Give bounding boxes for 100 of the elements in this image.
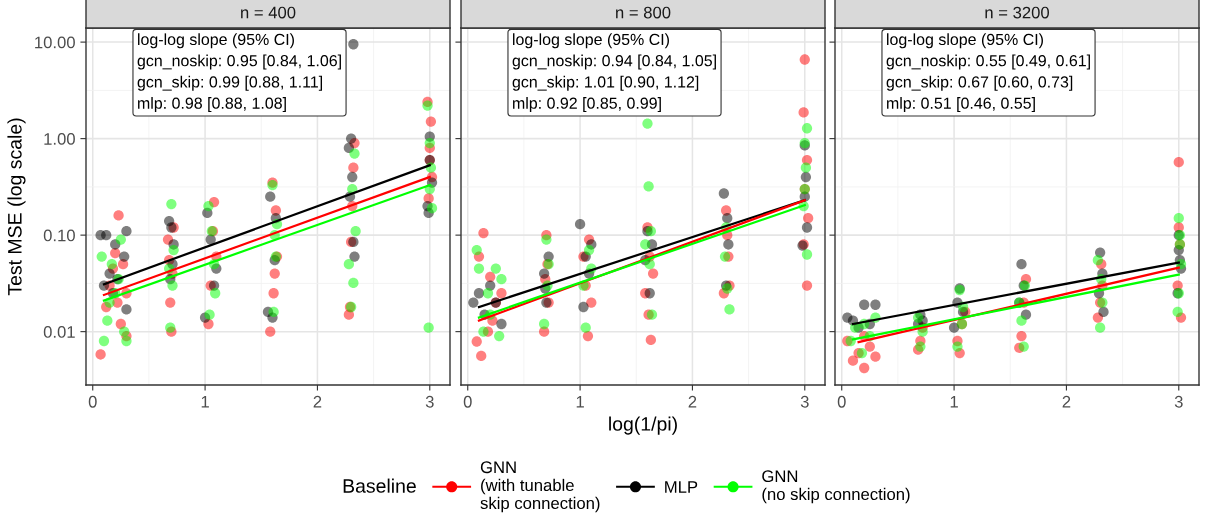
point (801, 123, 813, 134)
point (856, 347, 868, 359)
annotation: log-log slope (95% CI) gcn_noskip: 0.55 [0.49, 0.61] gcn_skip: 0.67 [0.60, 0.73] mlp: 0.51 [0.46, 0.55] (886, 33, 1090, 113)
point (349, 251, 360, 262)
point (643, 181, 654, 192)
point (115, 234, 126, 245)
point (719, 251, 731, 262)
point (101, 229, 112, 241)
point (268, 288, 279, 299)
point (478, 227, 489, 239)
y-tick-label: 1.00 (44, 133, 75, 145)
legend-label: GNN (with tunable skip connection) (480, 461, 600, 513)
point (870, 299, 881, 310)
point (948, 322, 960, 333)
chart-title: n = 400 (241, 6, 296, 19)
point (1173, 212, 1184, 224)
point (119, 251, 130, 262)
point (95, 349, 106, 360)
point (119, 326, 130, 337)
point (583, 244, 595, 256)
point (798, 107, 809, 118)
legend-label: MLP (665, 481, 698, 493)
point (265, 326, 276, 337)
chart-title: n = 800 (616, 6, 671, 19)
point (102, 315, 113, 326)
point (496, 318, 507, 330)
point (645, 334, 657, 346)
annotation: log-log slope (95% CI) gcn_noskip: 0.95 [0.84, 1.06] gcn_skip: 0.99 [0.88, 1.11] mlp: 0.98 [0.88, 1.08] (137, 33, 341, 113)
point (859, 299, 870, 310)
point (350, 225, 361, 237)
point (800, 171, 812, 183)
point (1018, 341, 1029, 352)
point (644, 288, 655, 299)
point (1094, 322, 1106, 333)
point (471, 244, 482, 256)
point (490, 263, 501, 274)
point (1092, 255, 1104, 266)
point (268, 306, 279, 318)
point (115, 318, 126, 330)
point (1016, 330, 1027, 342)
point (471, 336, 482, 347)
point (476, 350, 487, 362)
point (425, 116, 437, 127)
x-tick-label: 2 (313, 395, 322, 408)
point (799, 54, 810, 65)
point (538, 268, 550, 279)
point (496, 273, 507, 285)
point (645, 225, 657, 237)
point (574, 218, 586, 230)
point (1173, 157, 1184, 168)
point (1098, 306, 1109, 318)
point (582, 330, 594, 342)
x-tick-label: 3 (425, 395, 434, 408)
point (482, 288, 494, 299)
point (541, 234, 552, 245)
point (265, 191, 276, 202)
point (1016, 315, 1027, 326)
point (538, 318, 550, 330)
legend-label: GNN (no skip connection) (762, 470, 910, 504)
point (485, 271, 496, 282)
point (426, 203, 438, 214)
point (847, 355, 859, 366)
point (578, 301, 589, 313)
x-tick-label: 1 (201, 396, 209, 408)
point (473, 288, 485, 299)
point (580, 322, 591, 333)
point (1016, 259, 1027, 270)
point (496, 288, 507, 299)
x-axis-title: log(1/pi) (609, 416, 677, 435)
point (106, 259, 117, 270)
point (343, 259, 355, 270)
y-tick-label: 0.01 (43, 326, 75, 338)
point (718, 188, 730, 199)
x-tick-label: 3 (1174, 395, 1183, 408)
point (644, 259, 655, 270)
point (203, 200, 214, 212)
y-tick-label: 10.00 (35, 36, 75, 49)
point (165, 297, 176, 308)
x-tick-label: 0 (463, 395, 472, 408)
point (859, 362, 870, 374)
x-tick-label: 2 (688, 395, 697, 408)
point (1172, 306, 1183, 318)
point (864, 341, 875, 352)
point (168, 244, 179, 256)
point (952, 341, 963, 352)
point (349, 148, 360, 159)
point (98, 335, 110, 347)
point (121, 304, 132, 315)
point (121, 335, 132, 347)
point (647, 268, 659, 279)
x-tick-label: 3 (800, 395, 809, 408)
point (345, 133, 357, 144)
point (801, 280, 813, 291)
annotation: log-log slope (95% CI) gcn_noskip: 0.94 [0.84, 1.05] gcn_skip: 1.01 [0.90, 1.12] mlp: 0.92 [0.85, 0.99] (512, 33, 716, 113)
point (801, 222, 813, 233)
point (424, 137, 435, 149)
point (722, 212, 733, 224)
point (494, 330, 505, 342)
point (348, 39, 359, 50)
point (640, 239, 651, 250)
